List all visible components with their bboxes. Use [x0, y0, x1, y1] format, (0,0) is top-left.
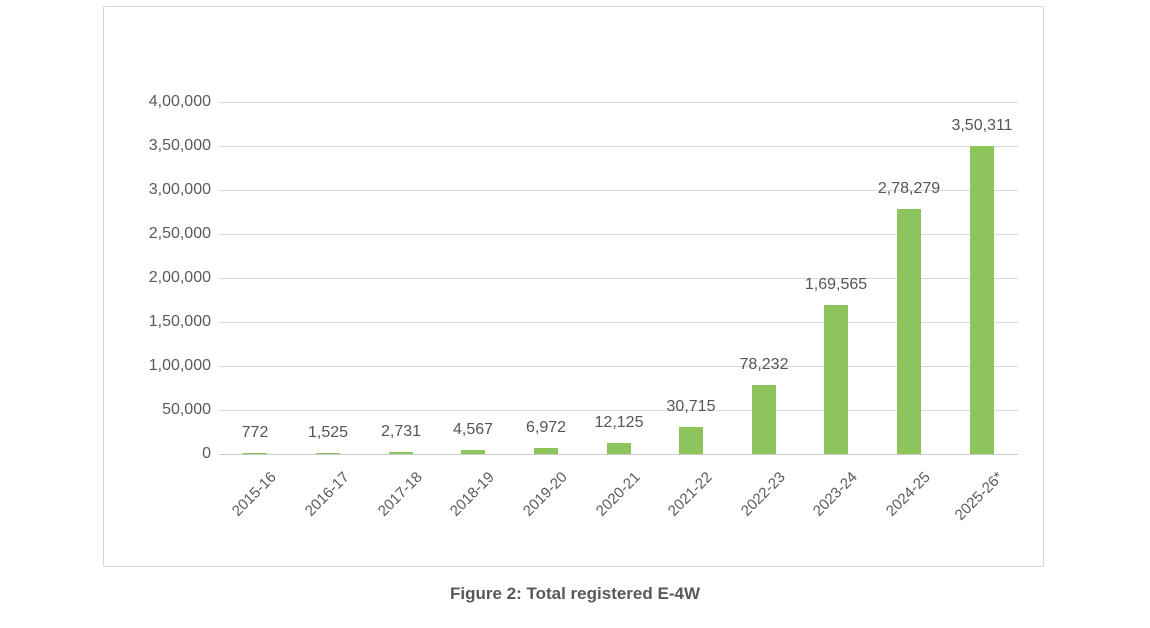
bar-value-label: 1,525	[307, 424, 349, 441]
chart-frame: 0 50,000 1,00,000 1,50,000 2,00,000 2,50,000 3…	[103, 6, 1044, 567]
x-axis-category-label: 2020-21	[592, 468, 644, 520]
y-axis-tick-label: 50,000	[162, 401, 211, 418]
x-axis-category-label: 2019-20	[519, 468, 571, 520]
figure-caption: Figure 2: Total registered E-4W	[449, 584, 700, 603]
bar	[534, 448, 558, 454]
gridline	[219, 366, 1018, 367]
bar	[679, 427, 703, 454]
y-axis-tick-label: 3,00,000	[148, 181, 211, 198]
bar-value-label: 3,50,311	[951, 117, 1013, 134]
gridline	[219, 102, 1018, 103]
gridline	[219, 146, 1018, 147]
bar	[752, 385, 776, 454]
y-axis-tick-label: 3,50,000	[148, 137, 211, 154]
y-axis-tick-label: 1,50,000	[148, 313, 211, 330]
bar-value-label: 4,567	[452, 421, 494, 438]
y-axis-tick-label: 2,00,000	[148, 269, 211, 286]
bar	[824, 305, 848, 454]
y-axis-tick-label: 4,00,000	[148, 93, 211, 110]
bar-value-label: 12,125	[594, 414, 644, 431]
x-axis-category-label: 2021-22	[664, 468, 716, 520]
gridline	[219, 278, 1018, 279]
bar-value-label: 1,69,565	[804, 276, 868, 293]
bar-value-label: 2,78,279	[877, 180, 941, 197]
bar	[970, 146, 994, 454]
bar-value-label: 6,972	[525, 419, 567, 436]
x-axis-category-label: 2023-24	[809, 468, 861, 520]
bar-value-label: 772	[241, 424, 269, 441]
y-axis-tick-label: 0	[202, 445, 211, 462]
x-axis-category-label: 2015-16	[228, 468, 280, 520]
bar-value-label: 30,715	[666, 398, 716, 415]
gridline	[219, 410, 1018, 411]
x-axis-category-label: 2016-17	[301, 468, 353, 520]
bar-value-label: 78,232	[739, 356, 789, 373]
bar	[607, 443, 631, 454]
bar	[243, 453, 267, 454]
x-axis-line	[219, 454, 1018, 455]
gridline	[219, 322, 1018, 323]
y-axis-tick-label: 2,50,000	[148, 225, 211, 242]
gridline	[219, 190, 1018, 191]
x-axis-category-label: 2018-19	[446, 468, 498, 520]
x-axis-category-label: 2025-26*	[951, 468, 1007, 524]
bar	[316, 453, 340, 454]
x-axis-category-label: 2017-18	[374, 468, 426, 520]
bar	[461, 450, 485, 454]
x-axis-category-label: 2022-23	[737, 468, 789, 520]
y-axis-tick-label: 1,00,000	[148, 357, 211, 374]
x-axis-category-label: 2024-25	[882, 468, 934, 520]
bar	[389, 452, 413, 454]
bar	[897, 209, 921, 454]
gridline	[219, 234, 1018, 235]
bar-value-label: 2,731	[380, 423, 422, 440]
